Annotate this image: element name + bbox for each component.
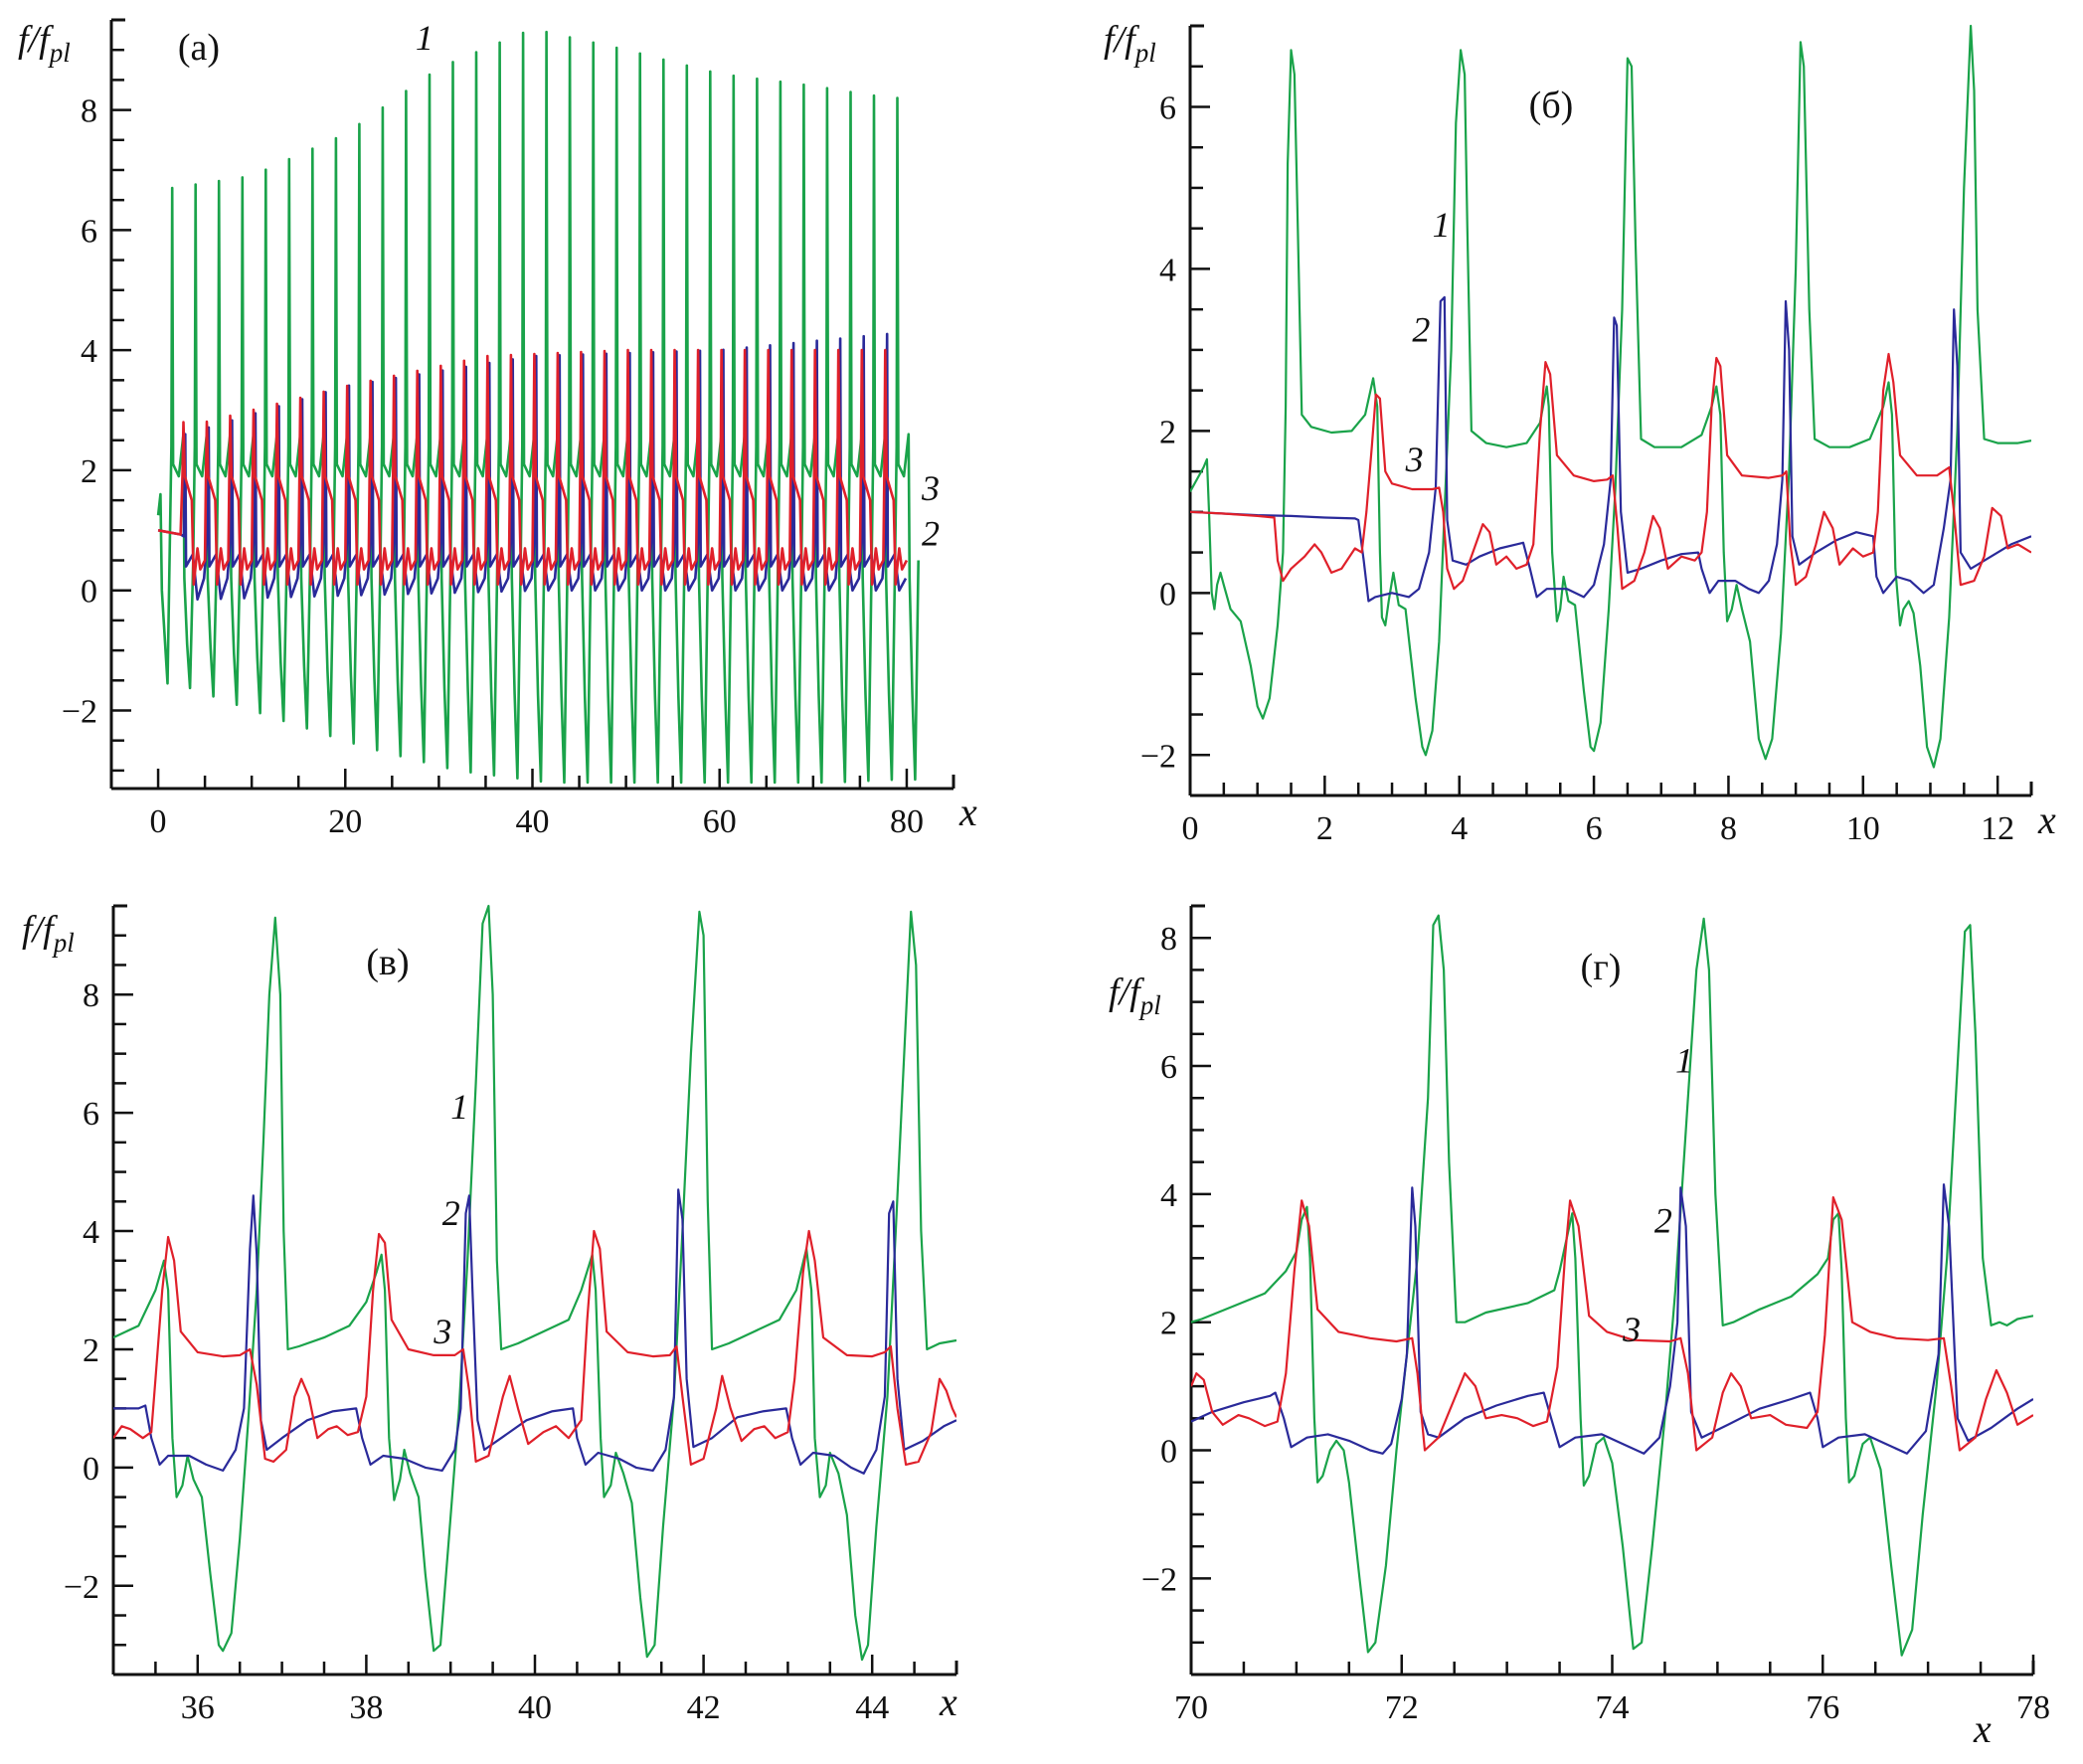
curve-label-2: 2 [922, 513, 940, 553]
curve-label-1: 1 [1675, 1040, 1693, 1080]
y-tick-label: 2 [1159, 414, 1176, 450]
curve-label-1: 1 [416, 18, 434, 58]
series-1-line [1190, 24, 2031, 769]
series-1-line [156, 30, 920, 785]
x-tick-label: 76 [1806, 1689, 1839, 1726]
x-axis-label: x [1973, 1706, 1992, 1751]
y-axis-label: f/fpl [22, 909, 75, 958]
curve-label-3: 3 [1622, 1310, 1641, 1349]
x-tick-label: 0 [150, 803, 167, 840]
y-tick-label: 4 [83, 1214, 99, 1251]
x-tick-label: 78 [2016, 1689, 2050, 1726]
curve-label-3: 3 [433, 1312, 451, 1351]
y-tick-label: 8 [83, 977, 99, 1014]
y-tick-label: 8 [1160, 921, 1177, 958]
series-3-line [1191, 1196, 2033, 1452]
panel-g: 70 72 74 76 78 −2 0 2 4 6 8 x f/fpl (г) 1 2 3 [1109, 904, 2050, 1751]
x-tick-label: 70 [1174, 1689, 1208, 1726]
x-tick-label: 8 [1720, 810, 1737, 847]
y-tick-label: 6 [81, 213, 97, 250]
y-tick-label: −2 [64, 1569, 99, 1606]
y-tick-label: 0 [1159, 576, 1176, 613]
y-axis-label: f/fpl [18, 19, 71, 68]
curve-label-2: 2 [442, 1193, 460, 1233]
y-tick-label: 2 [83, 1332, 99, 1369]
y-axis-label-main: f/f [1109, 971, 1144, 1013]
x-tick-label: 4 [1451, 810, 1468, 847]
series-2-line [1191, 1183, 2033, 1455]
x-tick-label: 72 [1385, 1689, 1419, 1726]
x-tick-label: 2 [1316, 810, 1333, 847]
y-tick-label: −2 [1141, 1561, 1177, 1598]
y-tick-label: 2 [81, 453, 97, 490]
y-tick-label: 6 [83, 1096, 99, 1133]
series-3-line [1190, 352, 2031, 591]
series-1-line [113, 904, 956, 1662]
panel-label: (г) [1581, 947, 1622, 988]
series-3-line [157, 348, 909, 586]
x-tick-label: 0 [1182, 810, 1199, 847]
curve-label-2: 2 [1412, 310, 1430, 350]
x-tick-label: 40 [516, 803, 550, 840]
y-tick-label: 0 [81, 574, 97, 611]
x-tick-label: 36 [181, 1689, 215, 1726]
series-2-line [1190, 295, 2031, 603]
y-tick-label: 2 [1160, 1306, 1177, 1342]
y-tick-label: 4 [1159, 252, 1176, 288]
x-tick-label: 20 [328, 803, 362, 840]
y-axis-label-sub: pl [48, 38, 71, 68]
x-axis-label: x [2037, 797, 2056, 842]
panel-label: (б) [1529, 85, 1574, 126]
y-axis-label: f/fpl [1104, 19, 1156, 68]
panel-a: 0 20 40 60 80 −2 0 2 4 6 8 x f/fpl (a) 1 3 2 [18, 18, 977, 840]
x-tick-label: 12 [1981, 810, 2014, 847]
x-tick-label: 38 [349, 1689, 383, 1726]
y-tick-label: 6 [1159, 89, 1176, 126]
y-tick-label: −2 [1140, 738, 1176, 775]
x-tick-label: 60 [703, 803, 737, 840]
panel-label: (a) [178, 27, 220, 69]
curve-label-3: 3 [921, 468, 940, 508]
y-axis-label-main: f/f [22, 909, 58, 951]
y-tick-label: 0 [83, 1451, 99, 1488]
curve-label-2: 2 [1654, 1201, 1672, 1241]
series-1-line [1191, 914, 2033, 1657]
curve-label-1: 1 [1433, 205, 1451, 245]
x-tick-label: 6 [1586, 810, 1603, 847]
x-tick-label: 42 [687, 1689, 721, 1726]
y-tick-label: 4 [1160, 1177, 1177, 1214]
panel-v: 36 38 40 42 44 −2 0 2 4 6 8 x f/fpl (в) 1 2 3 [22, 904, 958, 1726]
curve-label-3: 3 [1405, 440, 1424, 479]
x-axis-label: x [939, 1679, 957, 1724]
x-tick-label: 80 [890, 803, 924, 840]
panel-label: (в) [366, 942, 409, 983]
y-axis-label-main: f/f [18, 19, 54, 61]
x-axis-label: x [958, 790, 977, 834]
y-axis-label-main: f/f [1104, 19, 1139, 61]
curve-label-1: 1 [450, 1087, 468, 1127]
y-tick-label: 6 [1160, 1049, 1177, 1086]
x-tick-label: 44 [855, 1689, 889, 1726]
series-3-line [113, 1229, 956, 1466]
y-axis-label-sub: pl [52, 928, 75, 958]
y-tick-label: 8 [81, 93, 97, 130]
y-tick-label: −2 [62, 693, 97, 730]
x-tick-label: 10 [1846, 810, 1880, 847]
series-2-line [113, 1188, 956, 1475]
y-axis-label-sub: pl [1138, 990, 1161, 1020]
y-axis-label-sub: pl [1133, 38, 1156, 68]
y-tick-label: 4 [81, 333, 97, 370]
x-tick-label: 74 [1596, 1689, 1630, 1726]
x-tick-label: 40 [518, 1689, 552, 1726]
y-tick-label: 0 [1160, 1434, 1177, 1471]
y-axis-label: f/fpl [1109, 971, 1161, 1020]
